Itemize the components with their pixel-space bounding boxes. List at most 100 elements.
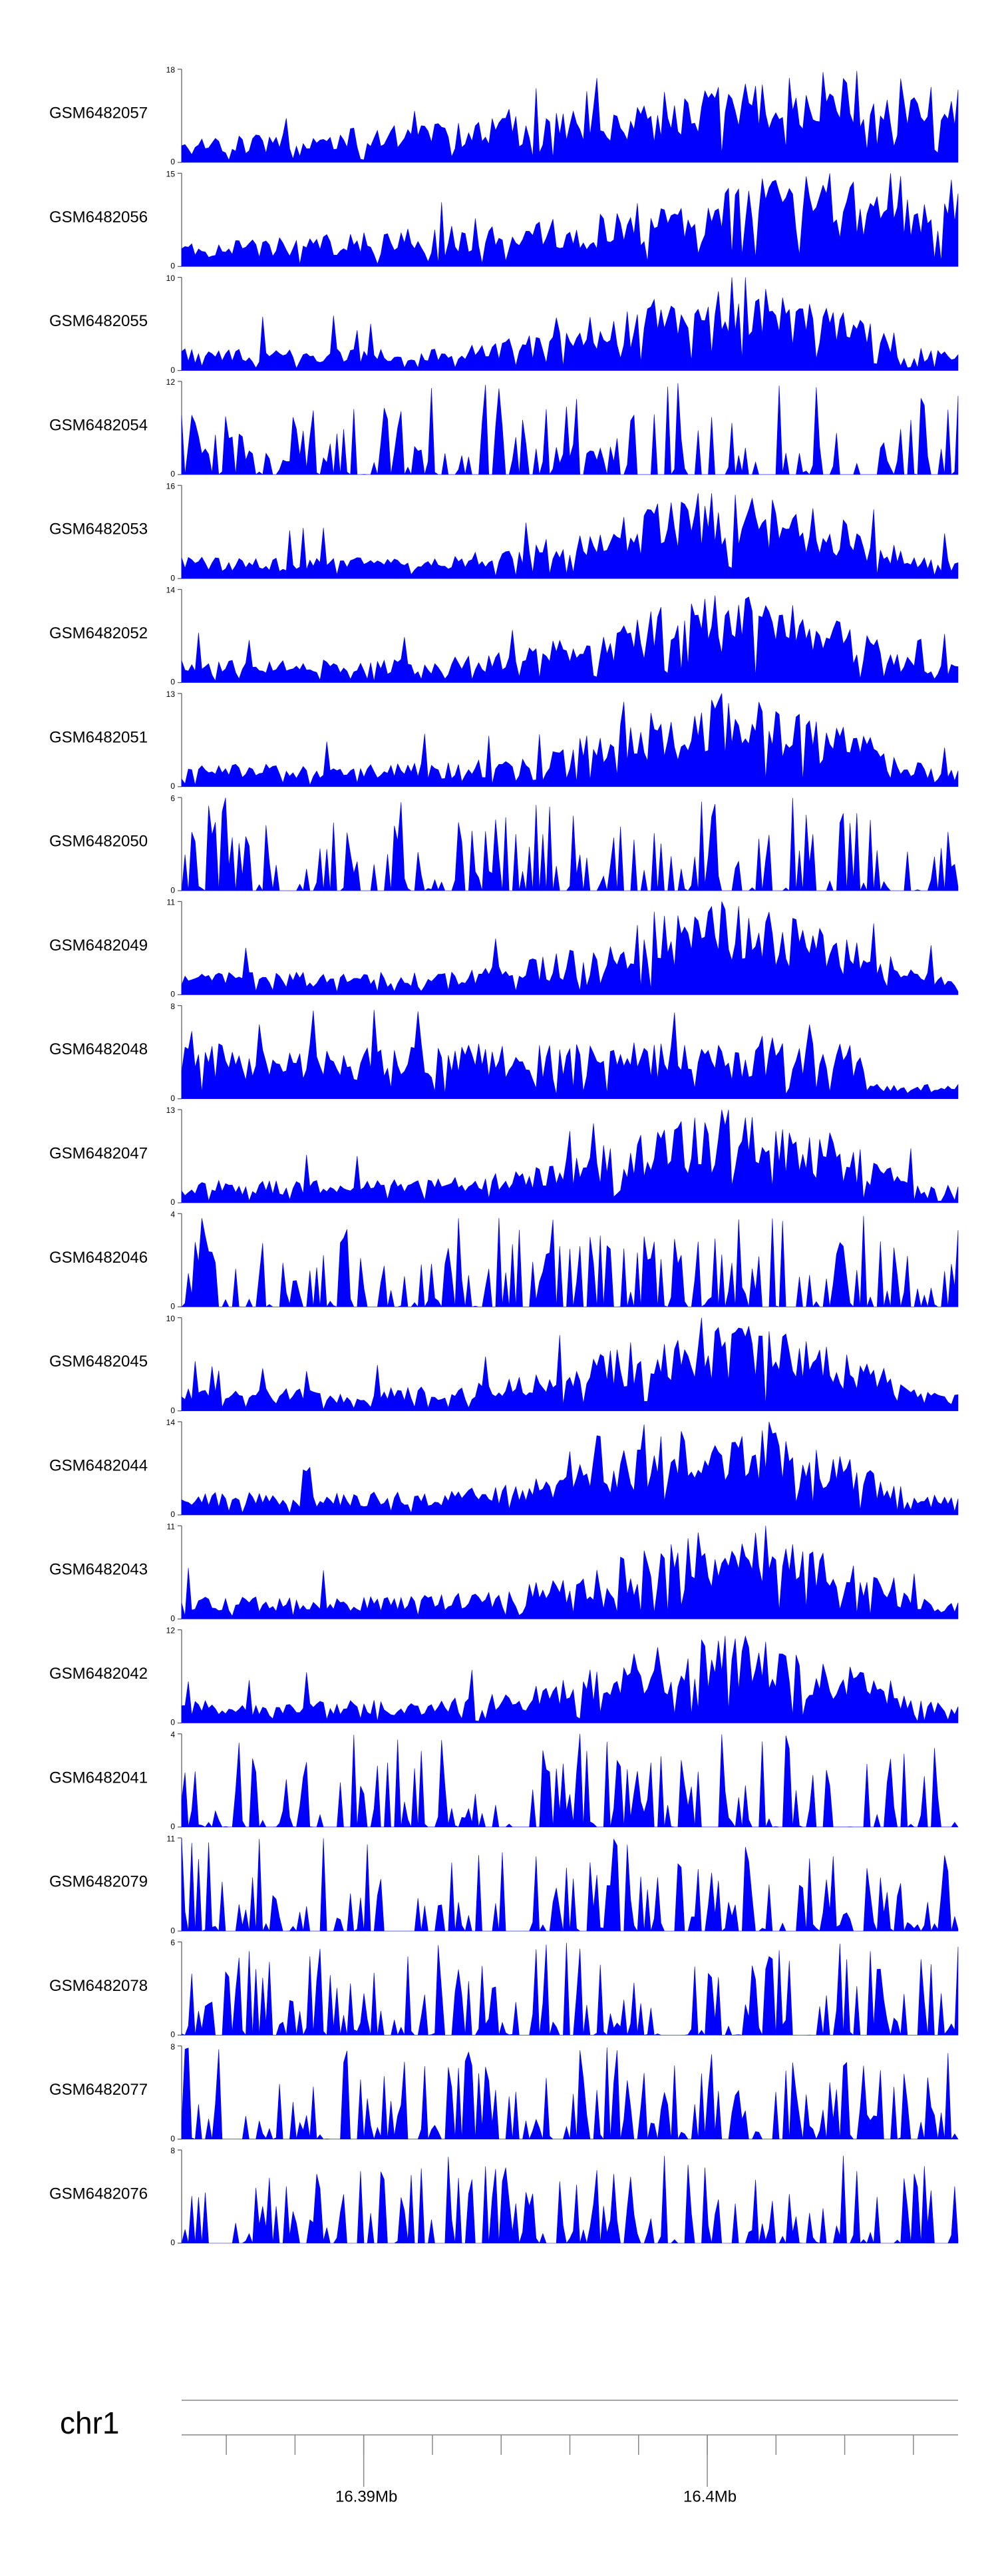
y-max-label: 12: [166, 377, 176, 387]
coverage-area: [181, 2047, 959, 2140]
y-max-label: 11: [167, 1522, 176, 1531]
coverage-area: [181, 1010, 959, 1099]
track-label: GSM6482042: [49, 1665, 148, 1683]
coverage-area: [181, 1215, 959, 1308]
track-label: GSM6482043: [49, 1561, 148, 1579]
coverage-area: [181, 1942, 959, 2036]
track-gsm6482041: GSM6482041 4 0: [49, 1730, 959, 1831]
y-min-label: 0: [170, 2134, 175, 2143]
track-gsm6482046: GSM6482046 4 0: [49, 1209, 959, 1311]
y-min-label: 0: [170, 261, 175, 270]
coverage-area: [181, 1317, 959, 1411]
coverage-area: [181, 693, 959, 787]
y-min-label: 0: [170, 1926, 175, 1935]
y-max-label: 16: [166, 481, 176, 491]
y-min-label: 0: [170, 1406, 175, 1415]
y-max-label: 10: [166, 274, 176, 283]
track-label: GSM6482054: [49, 416, 148, 434]
track-label: GSM6482044: [49, 1456, 148, 1474]
track-gsm6482052: GSM6482052 14 0: [49, 586, 959, 687]
track-label: GSM6482041: [49, 1769, 148, 1787]
track-gsm6482047: GSM6482047 13 0: [49, 1106, 959, 1207]
track-gsm6482042: GSM6482042 12 0: [49, 1626, 959, 1727]
coverage-area: [181, 1733, 959, 1828]
coverage-area: [181, 1838, 959, 1932]
y-min-label: 0: [170, 2030, 175, 2039]
track-gsm6482049: GSM6482049 11 0: [49, 898, 959, 999]
track-label: GSM6482055: [49, 312, 148, 330]
coverage-area: [181, 493, 959, 579]
y-max-label: 13: [166, 1106, 176, 1115]
track-label: GSM6482052: [49, 624, 148, 642]
track-label: GSM6482053: [49, 521, 148, 538]
y-max-label: 15: [166, 169, 176, 178]
track-label: GSM6482049: [49, 937, 148, 955]
y-min-label: 0: [170, 1510, 175, 1519]
track-gsm6482053: GSM6482053 16 0: [49, 481, 959, 582]
track-label: GSM6482056: [49, 208, 148, 226]
coverage-area: [181, 277, 959, 371]
track-gsm6482054: GSM6482054 12 0: [49, 377, 959, 479]
y-min-label: 0: [170, 1094, 175, 1103]
y-min-label: 0: [170, 1822, 175, 1831]
y-min-label: 0: [170, 1301, 175, 1311]
track-label: GSM6482047: [49, 1145, 148, 1163]
y-max-label: 18: [166, 65, 176, 75]
coverage-area: [181, 173, 959, 267]
y-max-label: 14: [166, 586, 176, 595]
track-gsm6482077: GSM6482077 8 0: [49, 2042, 959, 2143]
track-label: GSM6482057: [49, 105, 148, 122]
y-min-label: 0: [170, 1613, 175, 1623]
track-gsm6482044: GSM6482044 14 0: [49, 1418, 959, 1519]
y-max-label: 4: [170, 1730, 175, 1739]
y-max-label: 8: [170, 1002, 175, 1011]
track-gsm6482056: GSM6482056 15 0: [49, 169, 959, 270]
y-min-label: 0: [170, 365, 175, 375]
coverage-area: [181, 383, 959, 476]
coverage-area: [181, 71, 959, 163]
y-max-label: 14: [166, 1418, 176, 1427]
y-min-label: 0: [170, 781, 175, 791]
track-label: GSM6482048: [49, 1040, 148, 1058]
y-max-label: 4: [170, 1209, 175, 1219]
genome-axis: chr1 16.39Mb 16.4Mb: [60, 2400, 958, 2505]
y-min-label: 0: [170, 885, 175, 895]
coverage-area: [181, 1635, 959, 1723]
coverage-area: [181, 797, 959, 892]
track-gsm6482043: GSM6482043 11 0: [49, 1522, 959, 1623]
y-max-label: 6: [170, 1938, 175, 1948]
y-max-label: 11: [167, 1834, 176, 1843]
track-gsm6482045: GSM6482045 10 0: [49, 1314, 959, 1415]
coverage-area: [181, 1109, 959, 1203]
y-min-label: 0: [170, 2238, 175, 2247]
y-min-label: 0: [170, 157, 175, 166]
y-min-label: 0: [170, 1197, 175, 1207]
y-max-label: 12: [166, 1626, 176, 1635]
track-label: GSM6482046: [49, 1249, 148, 1267]
coverage-area: [181, 2155, 959, 2245]
y-min-label: 0: [170, 990, 175, 999]
track-gsm6482078: GSM6482078 6 0: [49, 1938, 959, 2039]
y-max-label: 13: [166, 690, 176, 699]
track-label: GSM6482076: [49, 2185, 148, 2203]
axis-position-label: 16.39Mb: [335, 2487, 397, 2505]
y-max-label: 11: [167, 898, 176, 907]
track-label: GSM6482077: [49, 2081, 148, 2099]
y-min-label: 0: [170, 573, 175, 582]
track-gsm6482048: GSM6482048 8 0: [49, 1002, 959, 1103]
track-gsm6482057: GSM6482057 18 0: [49, 65, 959, 166]
y-max-label: 8: [170, 2146, 175, 2155]
track-gsm6482079: GSM6482079 11 0: [49, 1834, 959, 1935]
y-max-label: 8: [170, 2042, 175, 2051]
track-gsm6482076: GSM6482076 8 0: [49, 2146, 959, 2247]
y-min-label: 0: [170, 1718, 175, 1727]
axis-position-label: 16.4Mb: [683, 2487, 737, 2505]
track-label: GSM6482051: [49, 728, 148, 746]
track-label: GSM6482079: [49, 1873, 148, 1891]
track-gsm6482051: GSM6482051 13 0: [49, 690, 959, 791]
y-min-label: 0: [170, 469, 175, 479]
coverage-area: [181, 1526, 959, 1619]
coverage-area: [181, 595, 959, 683]
y-max-label: 6: [170, 793, 175, 803]
